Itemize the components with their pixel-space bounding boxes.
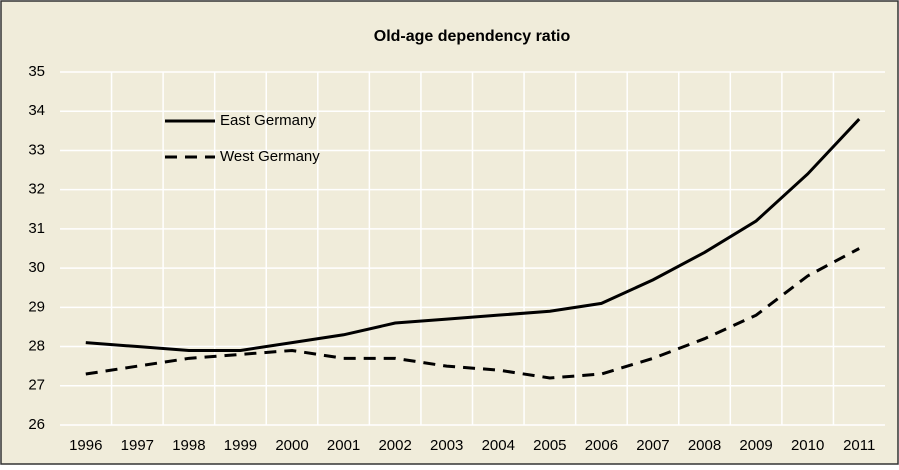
y-tick-label: 29 [28, 298, 45, 315]
series-line [85, 118, 861, 352]
x-tick-label: 2002 [378, 437, 411, 454]
y-tick-label: 31 [28, 220, 45, 237]
x-tick-label: 2004 [482, 437, 515, 454]
x-tick-label: 2005 [533, 437, 566, 454]
y-tick-label: 27 [28, 377, 45, 394]
x-tick-label: 1996 [69, 437, 102, 454]
legend-label: West Germany [220, 148, 320, 165]
x-tick-label: 2007 [636, 437, 669, 454]
x-tick-label: 2010 [791, 437, 824, 454]
y-tick-label: 28 [28, 338, 45, 355]
x-tick-label: 2009 [739, 437, 772, 454]
x-tick-label: 1998 [172, 437, 205, 454]
y-tick-label: 35 [28, 63, 45, 80]
x-tick-label: 2008 [688, 437, 721, 454]
x-tick-label: 1999 [224, 437, 257, 454]
x-tick-label: 2003 [430, 437, 463, 454]
y-tick-label: 30 [28, 259, 45, 276]
x-tick-label: 2001 [327, 437, 360, 454]
y-tick-label: 33 [28, 141, 45, 158]
series-line [85, 247, 860, 380]
y-tick-label: 26 [28, 416, 45, 433]
x-tick-label: 2006 [585, 437, 618, 454]
x-tick-label: 2011 [843, 437, 875, 454]
x-tick-label: 2000 [275, 437, 308, 454]
x-tick-label: 1997 [121, 437, 154, 454]
y-tick-label: 34 [28, 102, 45, 119]
legend-label: East Germany [220, 112, 316, 129]
chart-title: Old-age dependency ratio [374, 28, 571, 45]
y-tick-label: 32 [28, 181, 45, 198]
